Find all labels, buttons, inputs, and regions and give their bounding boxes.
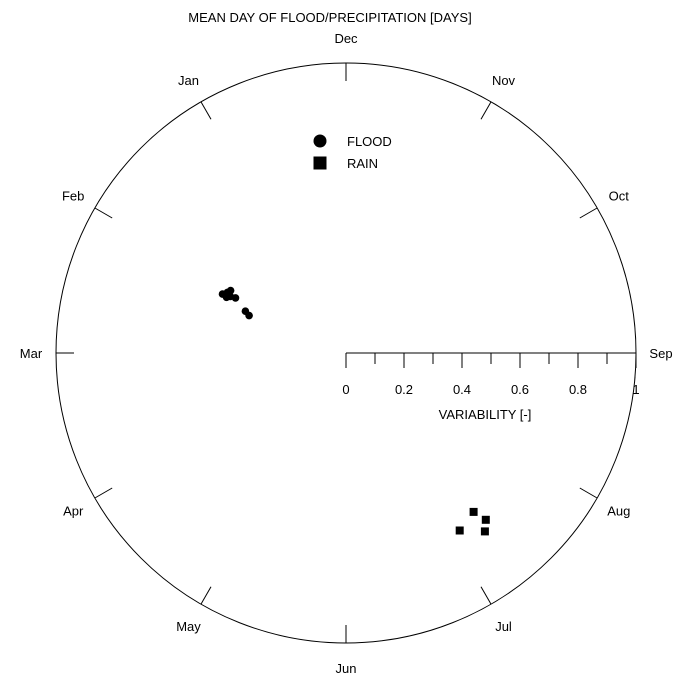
month-label: Aug [607, 504, 630, 519]
rain-point [481, 515, 490, 524]
month-label: Nov [492, 73, 516, 88]
month-label: Feb [62, 189, 84, 204]
radial-tick-label: 0.8 [569, 382, 587, 397]
flood-point [245, 311, 253, 320]
month-label: Sep [649, 346, 672, 361]
chart-title: MEAN DAY OF FLOOD/PRECIPITATION [DAYS] [188, 10, 471, 25]
month-label: Oct [609, 189, 630, 204]
month-tick [200, 586, 212, 605]
flood-point [231, 294, 240, 302]
radial-tick-label: 0.6 [511, 382, 529, 397]
month-label: Mar [20, 346, 43, 361]
month-label: May [176, 619, 201, 634]
legend-marker-square [313, 156, 327, 170]
radial-ticks [345, 353, 637, 368]
legend-label: RAIN [347, 156, 378, 171]
legend: FLOOD RAIN [313, 134, 392, 171]
radial-tick-label: 1 [632, 382, 639, 397]
month-tick [480, 101, 492, 120]
month-label: Jul [495, 619, 512, 634]
radial-tick-labels: 0 0.2 0.4 0.6 0.8 1 [342, 382, 639, 397]
legend-label: FLOOD [347, 134, 392, 149]
month-tick [200, 101, 212, 120]
radial-axis: 0 0.2 0.4 0.6 0.8 1 VARIABILITY [-] [342, 352, 640, 422]
radial-tick-label: 0 [342, 382, 349, 397]
month-label: Jan [178, 73, 199, 88]
data-points [218, 286, 490, 536]
rain-point [469, 507, 478, 516]
radial-tick-label: 0.2 [395, 382, 413, 397]
month-label: Dec [334, 31, 358, 46]
rain-point [480, 527, 489, 536]
month-labels: Dec Nov Oct Sep Aug Jul Jun May Apr Mar Feb Jan [20, 31, 673, 674]
flood-point [226, 286, 235, 295]
month-label: Jun [336, 661, 357, 674]
rain-point [455, 526, 464, 535]
radial-tick-label: 0.4 [453, 382, 471, 397]
month-tick [579, 487, 598, 499]
legend-marker-circle [313, 134, 327, 148]
month-tick [579, 207, 598, 219]
month-tick [94, 207, 113, 219]
month-tick [94, 487, 113, 499]
radial-axis-label: VARIABILITY [-] [439, 407, 532, 422]
month-tick [480, 586, 492, 605]
month-label: Apr [63, 504, 84, 519]
